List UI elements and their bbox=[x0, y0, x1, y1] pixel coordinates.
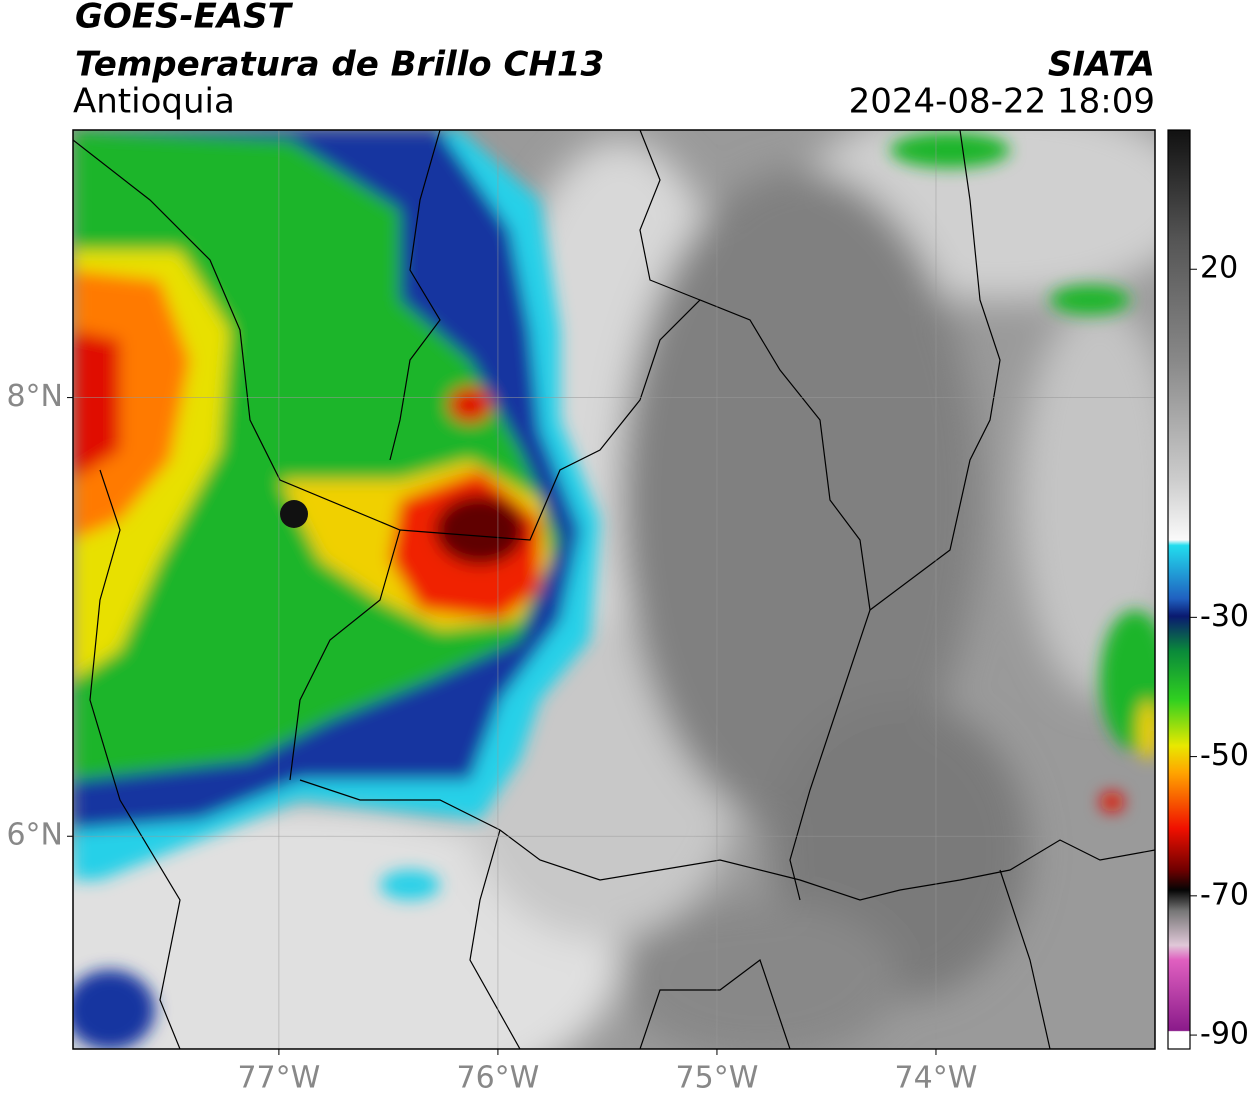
x-tick-label: 74°W bbox=[895, 1061, 978, 1096]
x-tick-label: 75°W bbox=[676, 1061, 759, 1096]
datetime: 2024-08-22 18:09 bbox=[849, 82, 1155, 122]
subtitle: Temperatura de Brillo CH13 bbox=[75, 45, 604, 85]
colorbar-tick-label: -30 bbox=[1200, 599, 1249, 634]
colorbar-tick-label: -70 bbox=[1200, 877, 1249, 912]
source: SIATA bbox=[1048, 45, 1155, 85]
y-tick-label: 8°N bbox=[6, 379, 63, 414]
region: Antioquia bbox=[73, 82, 235, 122]
x-tick-label: 76°W bbox=[456, 1061, 539, 1096]
colorbar bbox=[1167, 129, 1191, 1050]
satellite-image bbox=[73, 130, 1155, 1049]
title: GOES-EAST bbox=[75, 0, 294, 37]
y-tick-label: 6°N bbox=[6, 818, 63, 853]
map-frame bbox=[72, 129, 1156, 1050]
colorbar-tick-label: -50 bbox=[1200, 738, 1249, 773]
x-tick-label: 77°W bbox=[237, 1061, 320, 1096]
colorbar-tick-label: -90 bbox=[1200, 1017, 1249, 1052]
colorbar-tick-label: 20 bbox=[1200, 251, 1238, 286]
